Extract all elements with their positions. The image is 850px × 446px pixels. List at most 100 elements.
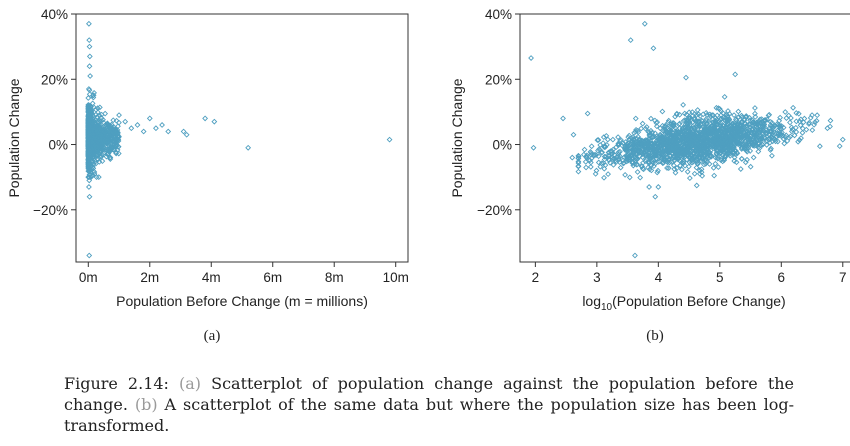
- panel-b-data-point: [530, 144, 537, 151]
- panel-b-data-point: [714, 142, 721, 149]
- panel-b-data-point: [615, 140, 622, 147]
- figure-caption: Figure 2.14: (a) Scatterplot of populati…: [64, 373, 794, 436]
- panel-b-data-point: [674, 165, 680, 172]
- panel-b-data-point: [698, 169, 705, 176]
- panel-b-data-point: [812, 119, 818, 126]
- panel-a-data-point: [85, 95, 92, 101]
- panel-b-y-tick-label: 0%: [492, 138, 512, 153]
- panel-b-data-point: [648, 140, 654, 147]
- panel-b-data-point: [797, 116, 804, 123]
- panel-b-data-point: [770, 123, 776, 130]
- panel-b-data-point: [575, 163, 582, 170]
- panel-a-x-tick-label: 2m: [140, 270, 159, 285]
- panel-b-y-ticks: −20% 0% 20% 40%: [477, 7, 520, 218]
- panel-b-data-point: [620, 140, 626, 147]
- panel-b-data-point: [581, 146, 588, 153]
- panel-a-data-point: [91, 171, 98, 177]
- panel-b-data-point: [809, 127, 816, 134]
- panel-b-data-point: [646, 184, 653, 190]
- panel-b-data-point: [824, 125, 831, 132]
- caption-text-b: A scatterplot of the same data but where…: [64, 395, 794, 435]
- panel-b-data-point: [744, 128, 750, 135]
- panel-b-data-point: [753, 119, 760, 126]
- panel-b-data-point: [689, 109, 696, 116]
- panel-b-data-point: [722, 114, 729, 121]
- panel-b-data-point: [787, 133, 794, 140]
- panel-b-scatterplot: −20% 0% 20% 40% 2 3 4 5 6 7 log10(Population Bef…: [449, 7, 850, 344]
- panel-b-data-point: [594, 137, 601, 144]
- panel-b-data-point: [587, 159, 594, 166]
- panel-a-y-axis-label: Population Change: [6, 78, 22, 197]
- panel-b-data-point: [642, 125, 649, 132]
- panel-b-data-point: [627, 37, 634, 44]
- panel-b-data-point: [763, 142, 770, 148]
- panel-b-data-point: [701, 120, 707, 127]
- panel-b-data-point: [669, 140, 676, 147]
- panel-b-data-point: [694, 124, 701, 130]
- panel-b-data-point: [673, 111, 680, 118]
- panel-b-data-point: [793, 118, 800, 125]
- panel-b-data-point: [714, 146, 721, 153]
- panel-b-data-point: [688, 125, 695, 132]
- panel-b-data-point: [664, 140, 671, 147]
- panel-b-data-point: [792, 124, 799, 131]
- panel-b-data-point: [600, 160, 607, 166]
- panel-b-data-point: [778, 123, 785, 129]
- panel-b-data-point: [624, 144, 631, 151]
- panel-b-y-tick-label: −20%: [477, 203, 512, 218]
- panel-a-data-point: [180, 128, 187, 135]
- panel-a-data-point: [85, 130, 92, 136]
- panel-b-data-point: [751, 123, 758, 129]
- panel-b-x-axis-label: log10(Population Before Change): [582, 293, 785, 313]
- panel-b-data-point: [755, 133, 762, 140]
- panel-b-data-point: [694, 160, 701, 167]
- panel-b-data-point: [790, 104, 796, 111]
- panel-b-data-point: [639, 141, 646, 147]
- panel-a-data-point: [114, 133, 121, 140]
- panel-a-data-point: [94, 113, 101, 120]
- panel-b-data-point: [694, 107, 701, 113]
- panel-a-data-point: [165, 128, 172, 135]
- panel-b-data-point: [788, 115, 794, 121]
- panel-a-data-point: [91, 122, 97, 129]
- panel-a-data-point: [245, 144, 252, 151]
- panel-a-data-point: [110, 117, 117, 124]
- panel-b-data-point: [796, 137, 803, 143]
- panel-b-data-point: [743, 124, 750, 131]
- panel-b-data-point: [702, 133, 709, 140]
- panel-a-data-point: [94, 128, 100, 135]
- panel-b-data-point: [788, 124, 795, 131]
- panel-b-data-point: [722, 123, 729, 130]
- panel-a-data-point: [90, 154, 97, 160]
- panel-b-data-point: [630, 136, 636, 143]
- panel-b-data-point: [767, 135, 773, 142]
- panel-b-data-point: [626, 136, 633, 143]
- panel-b-data-point: [799, 125, 806, 132]
- panel-b-data-point: [610, 161, 617, 168]
- panel-b-data-point: [733, 159, 740, 166]
- panel-b-data-point: [595, 153, 602, 160]
- panel-a-data-point: [87, 140, 93, 146]
- panel-b-data-point: [747, 138, 753, 144]
- panel-b-data-point: [681, 117, 688, 123]
- panel-a-data-point: [103, 138, 110, 145]
- panel-b-data-point: [718, 155, 725, 162]
- panel-b-x-tick-label: 4: [655, 270, 663, 285]
- panel-a-data-point: [128, 125, 135, 132]
- panel-a-data-point: [92, 158, 99, 165]
- panel-a-data-point: [89, 158, 96, 165]
- panel-a-x-tick-label: 8m: [325, 270, 344, 285]
- panel-a-data-point: [85, 86, 92, 92]
- panel-b-data-point: [716, 150, 723, 157]
- panel-b-data-point: [700, 155, 706, 162]
- panel-a-data-point: [122, 118, 129, 125]
- panel-b-data-point: [663, 128, 670, 134]
- panel-b-data-point: [737, 166, 744, 172]
- panel-b-data-point: [663, 129, 670, 135]
- panel-b-data-point: [787, 119, 793, 126]
- panel-b-label: (b): [646, 328, 664, 344]
- panel-b-y-tick-label: 40%: [485, 7, 512, 22]
- panel-b-data-point: [701, 143, 707, 150]
- panel-b-data-point: [611, 155, 617, 162]
- panel-b-data-point: [711, 172, 718, 179]
